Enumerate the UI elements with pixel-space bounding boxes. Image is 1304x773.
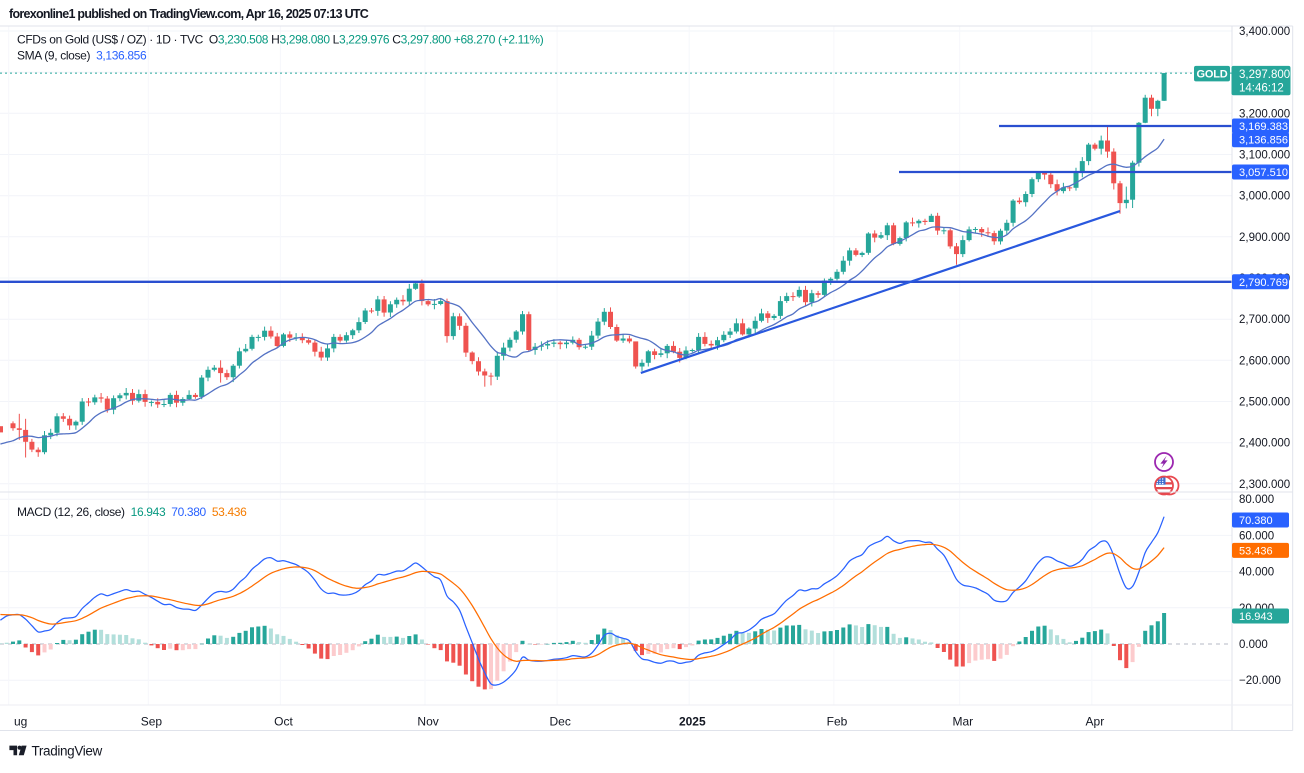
svg-text:2,700.000: 2,700.000 xyxy=(1239,314,1290,326)
svg-text:Oct: Oct xyxy=(274,715,293,729)
svg-text:14:46:12: 14:46:12 xyxy=(1239,83,1284,95)
svg-text:Sep: Sep xyxy=(141,715,163,729)
svg-text:Apr: Apr xyxy=(1086,715,1105,729)
svg-text:2,900.000: 2,900.000 xyxy=(1239,232,1290,244)
svg-text:60.000: 60.000 xyxy=(1239,530,1274,542)
svg-text:3,400.000: 3,400.000 xyxy=(1239,26,1290,38)
svg-text:forexonline1 published on Trad: forexonline1 published on TradingView.co… xyxy=(9,7,369,21)
svg-text:70.380: 70.380 xyxy=(1239,515,1273,527)
svg-text:CFDs on Gold (US$ / OZ) · 1D ·: CFDs on Gold (US$ / OZ) · 1D · TVC O3,23… xyxy=(17,33,544,47)
svg-text:2,500.000: 2,500.000 xyxy=(1239,397,1290,409)
svg-text:3,000.000: 3,000.000 xyxy=(1239,191,1290,203)
svg-text:2,300.000: 2,300.000 xyxy=(1239,479,1290,491)
svg-text:2,600.000: 2,600.000 xyxy=(1239,355,1290,367)
svg-text:0.000: 0.000 xyxy=(1239,639,1268,651)
svg-text:Dec: Dec xyxy=(550,715,571,729)
svg-text:3,100.000: 3,100.000 xyxy=(1239,150,1290,162)
svg-text:MACD (12, 26, close) 16.943: MACD (12, 26, close) 16.943 70.380 53.43… xyxy=(17,505,247,519)
svg-text:16.943: 16.943 xyxy=(1239,611,1273,623)
svg-text:Mar: Mar xyxy=(952,715,973,729)
svg-text:3,297.800: 3,297.800 xyxy=(1239,69,1290,81)
svg-text:Nov: Nov xyxy=(417,715,438,729)
svg-text:3,169.383: 3,169.383 xyxy=(1239,121,1288,133)
svg-text:3,136.856: 3,136.856 xyxy=(1239,135,1288,147)
svg-text:2,400.000: 2,400.000 xyxy=(1239,438,1290,450)
svg-text:GOLD: GOLD xyxy=(1197,69,1228,81)
svg-text:SMA (9, close) 3,136.856: SMA (9, close) 3,136.856 xyxy=(17,49,147,63)
svg-text:−20.000: −20.000 xyxy=(1239,675,1281,687)
svg-text:80.000: 80.000 xyxy=(1239,494,1274,506)
svg-text:ug: ug xyxy=(14,715,27,729)
svg-text:Feb: Feb xyxy=(827,715,848,729)
svg-text:2025: 2025 xyxy=(679,715,706,729)
svg-text:40.000: 40.000 xyxy=(1239,567,1274,579)
svg-text:3,200.000: 3,200.000 xyxy=(1239,108,1290,120)
svg-text:53.436: 53.436 xyxy=(1239,545,1273,557)
svg-text:3,057.510: 3,057.510 xyxy=(1239,167,1288,179)
svg-text:2,790.769: 2,790.769 xyxy=(1239,277,1288,289)
svg-text:TradingView: TradingView xyxy=(32,744,103,759)
